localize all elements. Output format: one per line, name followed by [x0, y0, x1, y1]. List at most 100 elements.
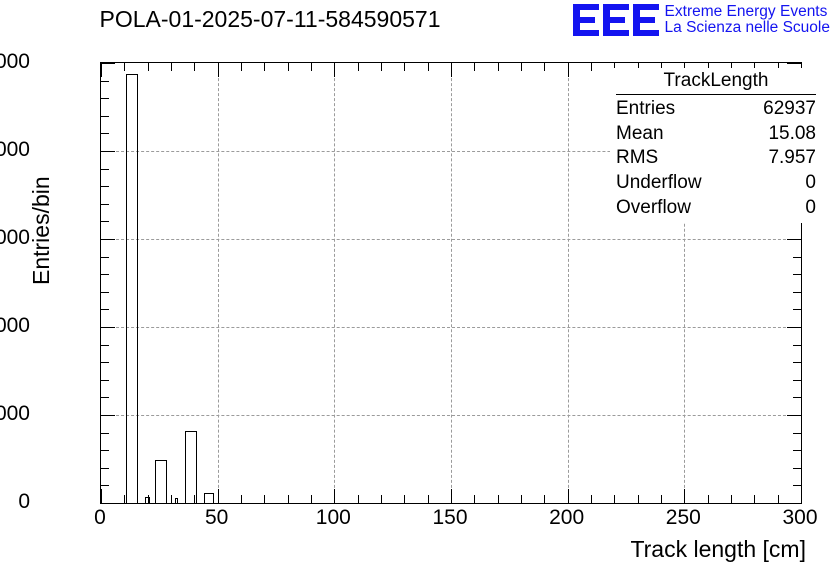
axis-tick: [264, 63, 266, 71]
gridline-vertical: [451, 63, 452, 503]
axis-tick: [793, 450, 801, 452]
axis-tick: [217, 489, 219, 503]
axis-tick: [474, 495, 476, 503]
axis-tick: [793, 309, 801, 311]
y-tick-label: 20000: [0, 314, 30, 337]
axis-tick: [101, 291, 109, 293]
axis-tick: [101, 63, 115, 64]
axis-tick: [101, 80, 109, 82]
eee-logo: Extreme Energy Events La Scienza nelle S…: [572, 2, 830, 38]
axis-tick: [147, 63, 149, 71]
x-tick-label: 100: [315, 506, 351, 529]
axis-tick: [241, 63, 242, 71]
axis-tick: [787, 503, 801, 504]
axis-tick: [793, 485, 801, 487]
axis-tick: [521, 63, 522, 71]
axis-tick: [614, 63, 616, 71]
histogram-series: [101, 63, 801, 503]
axis-tick: [793, 467, 801, 469]
axis-tick: [793, 344, 801, 346]
axis-tick: [171, 63, 172, 71]
y-axis-title: Entries/bin: [28, 176, 54, 285]
axis-tick: [101, 485, 109, 487]
axis-tick: [427, 63, 429, 71]
axis-tick: [754, 495, 756, 503]
axis-tick: [101, 256, 109, 258]
axis-tick: [171, 495, 172, 503]
x-tick-label: 150: [432, 506, 468, 529]
axis-tick: [101, 432, 109, 434]
axis-tick: [591, 495, 592, 503]
stats-value: 62937: [763, 98, 816, 119]
axis-tick: [427, 495, 429, 503]
axis-tick: [793, 397, 801, 399]
y-tick-label: 0: [18, 490, 30, 513]
stats-key: Underflow: [616, 172, 702, 194]
axis-tick: [287, 495, 289, 503]
axis-tick: [707, 63, 709, 71]
stats-value: 15.08: [768, 122, 816, 144]
axis-tick: [101, 467, 109, 469]
eee-logo-text: Extreme Energy Events La Scienza nelle S…: [664, 3, 830, 37]
axis-tick: [567, 489, 569, 503]
axis-tick: [287, 63, 289, 71]
stats-row: Underflow 0: [616, 171, 816, 196]
axis-tick: [101, 489, 102, 503]
stats-row: Overflow 0: [616, 196, 816, 221]
axis-tick: [311, 495, 312, 503]
axis-tick: [793, 362, 801, 364]
stats-row: Entries 62937: [616, 97, 816, 122]
eee-logo-icon: [572, 2, 659, 38]
axis-tick: [451, 489, 452, 503]
stats-title: TrackLength: [616, 70, 816, 95]
axis-tick: [334, 489, 336, 503]
axis-tick: [264, 495, 266, 503]
stats-row: RMS 7.957: [616, 146, 816, 171]
axis-tick: [101, 362, 109, 364]
axis-tick: [101, 397, 109, 399]
y-tick-label: 30000: [0, 226, 30, 249]
gridline-vertical: [684, 63, 686, 503]
stats-rows: Entries 62937 Mean 15.08 RMS 7.957 Underflow 0 O…: [616, 97, 816, 220]
axis-tick: [101, 503, 115, 504]
axis-tick: [591, 63, 592, 71]
axis-tick: [124, 495, 126, 503]
stats-box: TrackLength Entries 62937 Mean 15.08 RMS 7.95…: [610, 68, 822, 224]
gridline-vertical: [217, 63, 219, 503]
axis-tick: [147, 495, 149, 503]
axis-tick: [357, 495, 359, 503]
y-tick-label: 10000: [0, 402, 30, 425]
y-tick-label: 40000: [0, 138, 30, 161]
axis-tick: [474, 63, 476, 71]
axis-tick: [101, 203, 109, 205]
axis-tick: [357, 63, 359, 71]
page-title: POLA-01-2025-07-11-584590571: [99, 6, 441, 32]
gridline-vertical: [567, 63, 569, 503]
histogram-bar: [154, 459, 168, 503]
axis-tick: [544, 63, 546, 71]
axis-tick: [637, 63, 639, 71]
x-tick-label: 200: [549, 506, 585, 529]
axis-tick: [731, 63, 732, 71]
axis-tick: [241, 495, 242, 503]
axis-tick: [497, 495, 499, 503]
axis-tick: [334, 63, 336, 77]
histogram-bar: [203, 493, 215, 503]
axis-tick: [801, 489, 802, 503]
axis-tick: [101, 133, 109, 135]
axis-tick: [731, 495, 732, 503]
axis-tick: [101, 327, 115, 328]
axis-tick: [451, 63, 452, 77]
axis-tick: [101, 379, 109, 381]
axis-tick: [614, 495, 616, 503]
axis-tick: [194, 63, 196, 71]
axis-tick: [793, 379, 801, 381]
axis-tick: [101, 221, 109, 223]
stats-key: RMS: [616, 147, 659, 169]
eee-logo-line2: La Scienza nelle Scuole: [664, 19, 830, 36]
axis-tick: [497, 63, 499, 71]
x-tick-label: 250: [665, 506, 701, 529]
histogram-bar: [145, 496, 150, 503]
axis-tick: [101, 186, 109, 188]
